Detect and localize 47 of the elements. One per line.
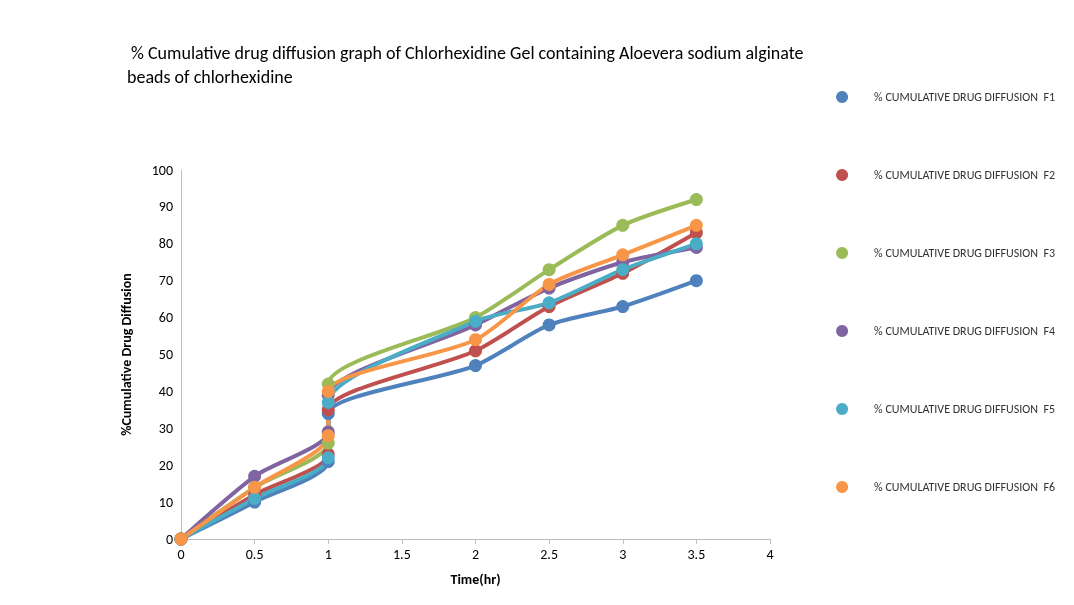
point [616, 248, 630, 262]
point [616, 218, 630, 232]
y-tick-label: 40 [158, 382, 173, 400]
legend-label: % CUMULATIVE DRUG DIFFUSION F3 [874, 246, 1056, 260]
x-axis-title: Time(hr) [450, 570, 501, 588]
point [248, 469, 262, 483]
legend-label: % CUMULATIVE DRUG DIFFUSION F4 [874, 324, 1056, 338]
point [689, 274, 703, 288]
legend-label: % CUMULATIVE DRUG DIFFUSION F6 [874, 480, 1056, 494]
y-tick-label: 30 [158, 419, 173, 437]
x-tick-label: 3 [619, 545, 627, 563]
point [542, 318, 556, 332]
x-tick-label: 1.5 [393, 545, 411, 563]
x-tick-label: 2.5 [540, 545, 558, 563]
legend-label: % CUMULATIVE DRUG DIFFUSION F5 [874, 402, 1056, 416]
y-tick-label: 60 [158, 309, 173, 327]
x-tick-label: 4 [766, 545, 774, 563]
point [542, 277, 556, 291]
point [542, 263, 556, 277]
point [321, 451, 335, 465]
y-tick-label: 80 [158, 235, 173, 253]
point [689, 193, 703, 207]
point [616, 300, 630, 314]
legend-label: % CUMULATIVE DRUG DIFFUSION F1 [874, 90, 1056, 104]
point [321, 384, 335, 398]
x-tick-label: 3.5 [687, 545, 706, 563]
y-axis-title: %Cumulative Drug Diffusion [117, 273, 135, 436]
y-tick-label: 50 [158, 346, 173, 363]
y-tick-label: 0 [165, 530, 173, 548]
y-tick-label: 90 [158, 198, 173, 216]
chart-title: % Cumulative drug diffusion graph of Chlorhexidine Gel containing Aloevera sodium alginate beads of chlorhexidine [127, 42, 804, 88]
x-tick-label: 0 [177, 545, 185, 563]
point [321, 395, 335, 409]
x-tick-label: 0.5 [245, 545, 264, 563]
y-tick-label: 20 [158, 456, 173, 474]
point [469, 359, 482, 373]
y-tick-label: 10 [158, 493, 173, 511]
point [469, 333, 482, 347]
point [469, 344, 482, 358]
y-tick-label: 70 [158, 272, 173, 290]
x-tick-label: 2 [471, 545, 480, 563]
point [542, 296, 556, 310]
point [689, 218, 703, 232]
legend-label: % CUMULATIVE DRUG DIFFUSION F2 [874, 168, 1056, 182]
y-tick-label: 100 [151, 161, 173, 179]
x-tick-label: 1 [324, 545, 332, 563]
point [321, 429, 335, 443]
